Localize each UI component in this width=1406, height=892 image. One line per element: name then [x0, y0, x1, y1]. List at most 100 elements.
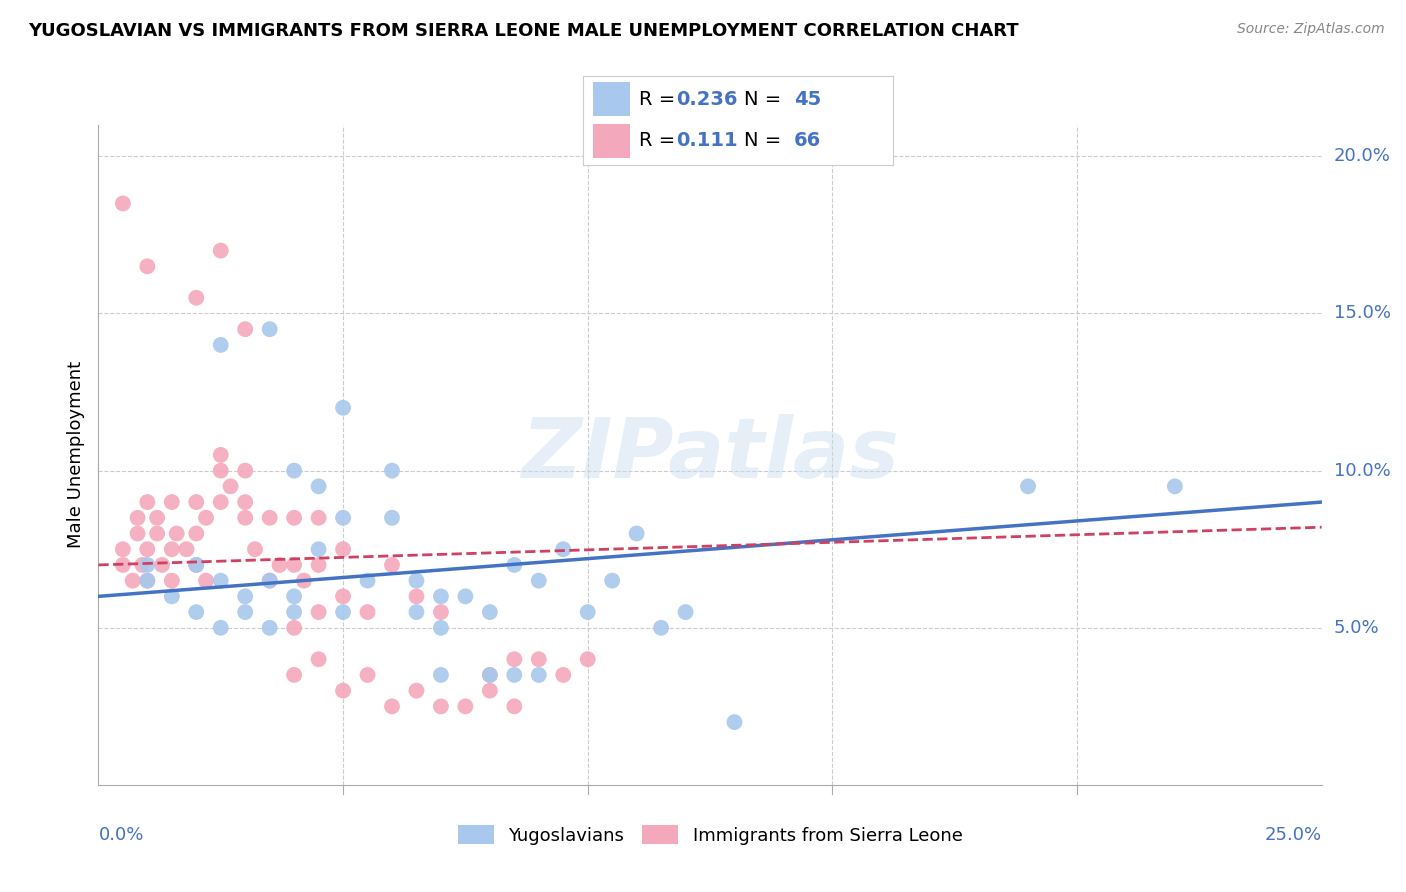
Point	[136, 542, 159, 557]
Point	[478, 683, 501, 698]
Point	[381, 699, 404, 714]
Point	[233, 510, 256, 524]
Point	[186, 291, 208, 305]
Point	[503, 699, 526, 714]
Text: 20.0%: 20.0%	[1334, 147, 1391, 165]
Point	[150, 558, 173, 572]
Point	[308, 510, 330, 524]
Text: 45: 45	[794, 89, 821, 109]
Text: 66: 66	[794, 131, 821, 151]
Point	[195, 510, 218, 524]
Text: R =: R =	[640, 89, 682, 109]
Point	[160, 590, 183, 604]
Point	[626, 526, 648, 541]
Point	[283, 605, 305, 619]
Point	[111, 542, 134, 557]
Point	[166, 526, 188, 541]
Point	[1017, 479, 1039, 493]
Point	[111, 196, 134, 211]
Point	[233, 322, 256, 336]
Point	[160, 495, 183, 509]
Bar	[593, 82, 630, 116]
Point	[233, 590, 256, 604]
Point	[136, 260, 159, 274]
Point	[478, 605, 501, 619]
Text: 5.0%: 5.0%	[1334, 619, 1379, 637]
Point	[405, 590, 427, 604]
Point	[209, 244, 232, 258]
Point	[405, 605, 427, 619]
Point	[332, 542, 354, 557]
Point	[269, 558, 291, 572]
Point	[527, 668, 550, 682]
Point	[430, 621, 453, 635]
Point	[332, 605, 354, 619]
Bar	[593, 124, 630, 158]
Point	[308, 652, 330, 666]
Point	[430, 668, 453, 682]
Text: 0.236: 0.236	[676, 89, 738, 109]
Point	[332, 683, 354, 698]
Point	[430, 699, 453, 714]
Text: N =: N =	[744, 131, 787, 151]
Point	[381, 464, 404, 478]
Point	[209, 448, 232, 462]
Point	[233, 605, 256, 619]
Point	[259, 574, 281, 588]
Point	[209, 621, 232, 635]
Point	[292, 574, 315, 588]
Text: N =: N =	[744, 89, 787, 109]
Text: R =: R =	[640, 131, 688, 151]
Point	[723, 715, 745, 730]
Text: 0.0%: 0.0%	[98, 826, 143, 844]
Point	[259, 621, 281, 635]
Point	[454, 590, 477, 604]
Point	[675, 605, 697, 619]
Point	[131, 558, 153, 572]
Point	[127, 526, 149, 541]
Point	[503, 652, 526, 666]
Point	[356, 668, 378, 682]
Point	[209, 495, 232, 509]
Point	[454, 699, 477, 714]
Text: ZIPatlas: ZIPatlas	[522, 415, 898, 495]
Point	[283, 668, 305, 682]
Point	[243, 542, 266, 557]
Point	[233, 495, 256, 509]
Point	[503, 668, 526, 682]
Point	[121, 574, 143, 588]
Point	[503, 558, 526, 572]
Point	[527, 652, 550, 666]
Point	[283, 510, 305, 524]
Text: 10.0%: 10.0%	[1334, 462, 1391, 480]
Point	[430, 605, 453, 619]
Text: Source: ZipAtlas.com: Source: ZipAtlas.com	[1237, 22, 1385, 37]
Point	[259, 322, 281, 336]
Point	[600, 574, 623, 588]
Point	[283, 590, 305, 604]
Point	[405, 683, 427, 698]
Point	[186, 526, 208, 541]
Point	[478, 668, 501, 682]
Point	[259, 574, 281, 588]
Point	[209, 338, 232, 352]
Point	[219, 479, 242, 493]
Point	[136, 495, 159, 509]
Point	[576, 605, 599, 619]
Point	[136, 574, 159, 588]
Point	[209, 574, 232, 588]
Text: 15.0%: 15.0%	[1334, 304, 1391, 323]
Point	[650, 621, 672, 635]
Point	[308, 479, 330, 493]
Point	[308, 542, 330, 557]
Point	[332, 590, 354, 604]
Point	[195, 574, 218, 588]
Point	[283, 558, 305, 572]
Point	[332, 401, 354, 415]
Point	[186, 605, 208, 619]
Point	[283, 464, 305, 478]
Point	[176, 542, 198, 557]
Point	[308, 558, 330, 572]
Text: 0.111: 0.111	[676, 131, 738, 151]
Point	[381, 558, 404, 572]
